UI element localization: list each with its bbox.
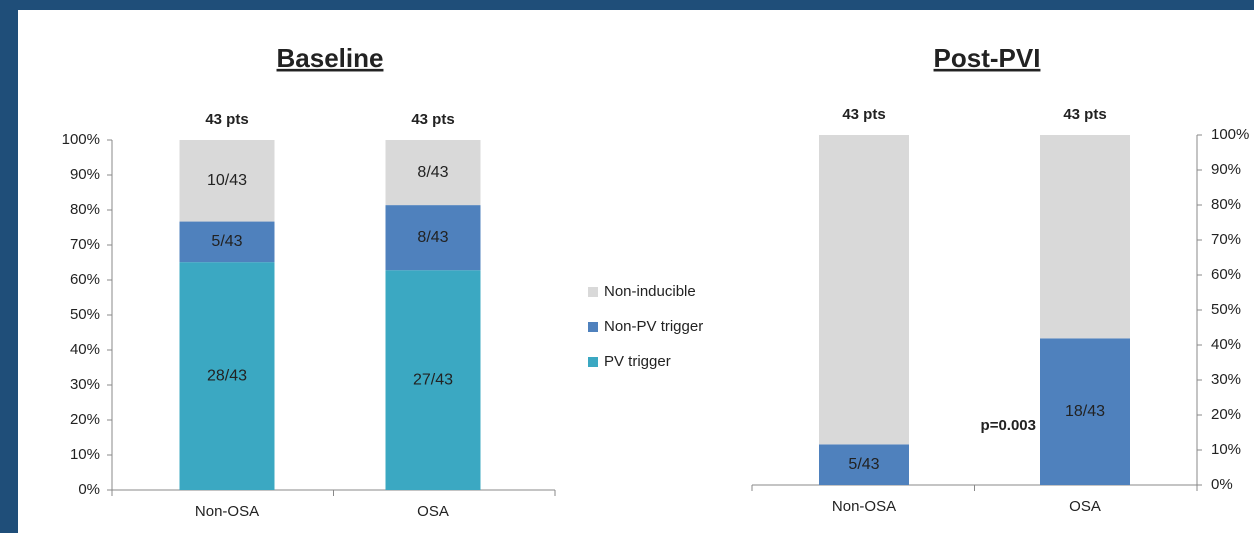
legend-swatch bbox=[588, 357, 598, 367]
y-tick-label: 40% bbox=[1211, 336, 1241, 353]
y-tick-label: 100% bbox=[62, 131, 100, 148]
y-tick-label: 70% bbox=[1211, 231, 1241, 248]
bar-segment bbox=[1040, 338, 1130, 485]
bar-segment bbox=[385, 140, 481, 206]
legend-label: Non-PV trigger bbox=[604, 318, 703, 335]
value-label: 8/43 bbox=[417, 229, 448, 246]
y-tick-label: 80% bbox=[70, 201, 100, 218]
y-tick-label: 50% bbox=[70, 306, 100, 323]
legend-label: PV trigger bbox=[604, 353, 671, 370]
x-tick-label: Non-OSA bbox=[195, 503, 259, 520]
bar-top-label: 43 pts bbox=[1063, 106, 1106, 123]
y-tick-label: 0% bbox=[1211, 476, 1233, 493]
bar-segment bbox=[179, 221, 275, 263]
frame-left bbox=[0, 0, 18, 533]
bar-segment bbox=[819, 135, 909, 445]
bar-segment bbox=[385, 270, 481, 490]
chart-title: Post-PVI bbox=[934, 43, 1041, 73]
value-label: 10/43 bbox=[207, 172, 247, 189]
y-tick-label: 60% bbox=[70, 271, 100, 288]
value-label: 18/43 bbox=[1065, 403, 1105, 420]
y-tick-label: 0% bbox=[78, 481, 100, 498]
legend-swatch bbox=[588, 287, 598, 297]
value-label: 5/43 bbox=[211, 233, 242, 250]
y-tick-label: 10% bbox=[70, 446, 100, 463]
y-tick-label: 30% bbox=[70, 376, 100, 393]
value-label: 5/43 bbox=[848, 456, 879, 473]
y-tick-label: 90% bbox=[1211, 161, 1241, 178]
bar-top-label: 43 pts bbox=[411, 111, 454, 128]
y-tick-label: 70% bbox=[70, 236, 100, 253]
y-tick-label: 20% bbox=[70, 411, 100, 428]
bar-segment bbox=[1040, 135, 1130, 339]
x-tick-label: OSA bbox=[417, 503, 449, 520]
legend-label: Non-inducible bbox=[604, 283, 696, 300]
x-tick-label: Non-OSA bbox=[832, 498, 896, 515]
chart-title: Baseline bbox=[277, 43, 384, 73]
legend-swatch bbox=[588, 322, 598, 332]
y-tick-label: 30% bbox=[1211, 371, 1241, 388]
bar-segment bbox=[385, 205, 481, 271]
value-label: 28/43 bbox=[207, 367, 247, 384]
frame-top bbox=[0, 0, 1254, 10]
value-label: 27/43 bbox=[413, 371, 453, 388]
bar-top-label: 43 pts bbox=[205, 111, 248, 128]
y-tick-label: 60% bbox=[1211, 266, 1241, 283]
annotation: p=0.003 bbox=[981, 417, 1036, 434]
bar-top-label: 43 pts bbox=[842, 106, 885, 123]
y-tick-label: 80% bbox=[1211, 196, 1241, 213]
bar-segment bbox=[819, 444, 909, 485]
y-tick-label: 50% bbox=[1211, 301, 1241, 318]
y-tick-label: 90% bbox=[70, 166, 100, 183]
bar-segment bbox=[179, 262, 275, 490]
y-tick-label: 100% bbox=[1211, 126, 1249, 143]
bar-segment bbox=[179, 140, 275, 222]
y-tick-label: 10% bbox=[1211, 441, 1241, 458]
value-label: 8/43 bbox=[417, 164, 448, 181]
y-tick-label: 20% bbox=[1211, 406, 1241, 423]
y-tick-label: 40% bbox=[70, 341, 100, 358]
x-tick-label: OSA bbox=[1069, 498, 1101, 515]
